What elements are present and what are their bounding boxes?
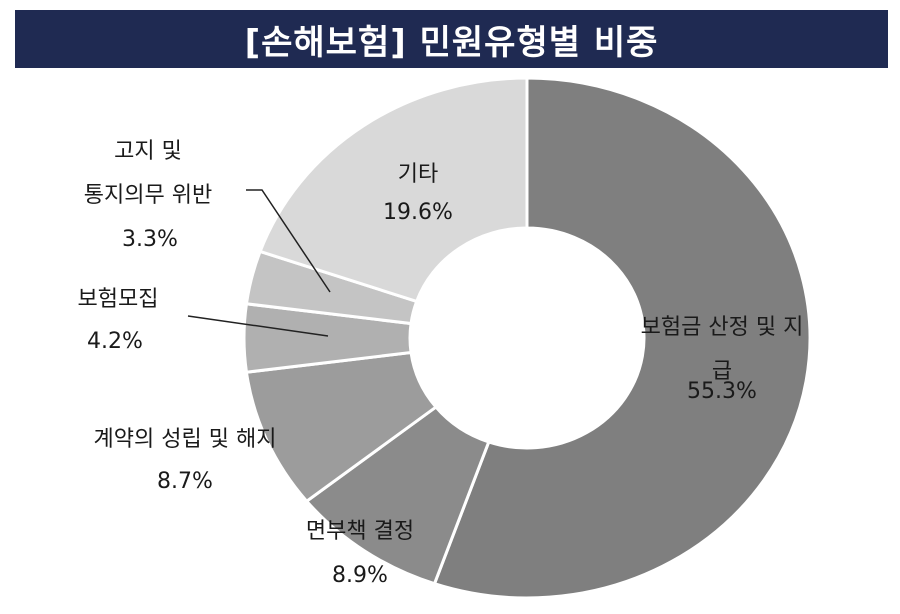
value-label: 3.3%	[122, 227, 178, 252]
leader-line	[187, 315, 329, 337]
value-label: 4.2%	[87, 329, 143, 354]
leader-line	[246, 189, 331, 293]
value-label: 8.9%	[332, 563, 388, 588]
value-label: 55.3%	[687, 379, 757, 404]
slice-label: 계약의 성립 및 해지	[93, 427, 277, 452]
slice-label: 기타	[397, 162, 439, 187]
slice-label: 보험금 산정 및 지급	[640, 315, 804, 384]
value-label: 8.7%	[157, 469, 213, 494]
value-label: 19.6%	[383, 200, 453, 225]
slice-label: 고지 및 통지의무 위반	[83, 139, 213, 208]
slice-label: 보험모집	[77, 287, 159, 312]
slice-label: 면부책 결정	[305, 519, 415, 544]
donut-slice	[258, 76, 529, 304]
chart-title: [손해보험] 민원유형별 비중	[15, 10, 888, 68]
